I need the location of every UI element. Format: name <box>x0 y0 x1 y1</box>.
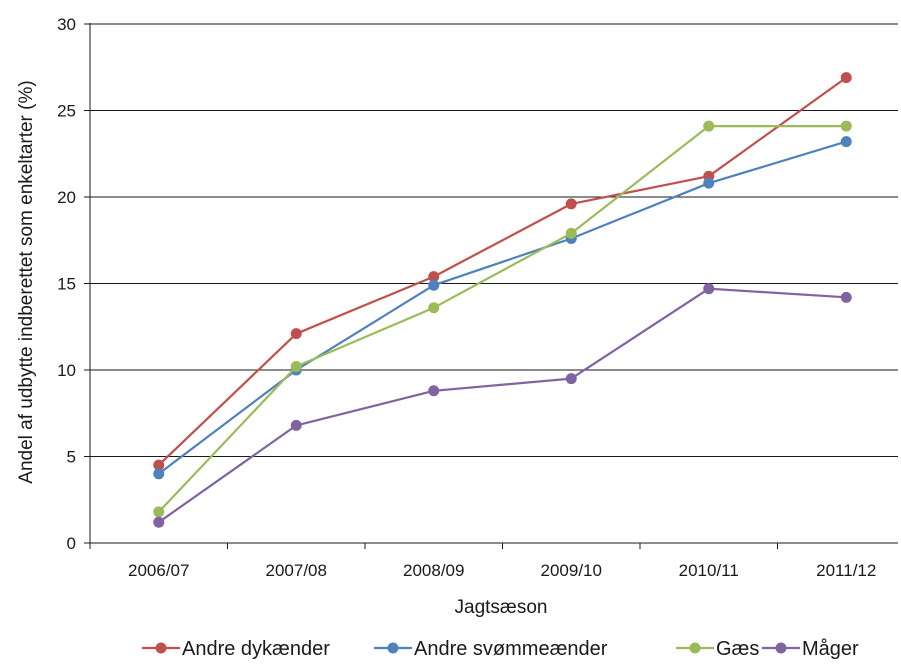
data-point <box>565 373 577 385</box>
legend-label: Gæs <box>716 638 759 660</box>
data-point <box>703 120 715 132</box>
data-point <box>153 506 165 518</box>
legend-marker <box>689 642 701 654</box>
y-axis-title: Andel af udbytte indberettet som enkelta… <box>16 80 37 483</box>
x-tick-label: 2008/09 <box>403 561 464 580</box>
data-point <box>565 198 577 210</box>
series-2 <box>153 120 852 518</box>
legend-label: Andre dykænder <box>182 638 330 660</box>
legend-marker <box>387 642 399 654</box>
data-point <box>428 302 440 314</box>
data-point <box>840 136 852 148</box>
data-point <box>840 120 852 132</box>
legend-marker <box>775 642 787 654</box>
data-point <box>703 283 715 295</box>
series-line <box>158 140 847 475</box>
series-layer <box>153 72 852 528</box>
axes: 0 5 10 15 20 25 30 2006/07 2007/08 2008/09 2009/10… <box>57 15 898 580</box>
series-line <box>158 76 847 466</box>
data-point <box>290 328 302 340</box>
x-tick-label: 2011/12 <box>816 561 876 580</box>
data-point <box>428 279 440 291</box>
legend-item: Andre dykænder <box>142 638 330 660</box>
legend-marker <box>155 642 167 654</box>
legend-label: Måger <box>802 638 859 660</box>
legend-item: Andre svømmeænder <box>374 638 608 660</box>
x-tick-label: 2010/11 <box>679 561 739 580</box>
y-tick-label: 20 <box>57 188 76 207</box>
series-line <box>158 287 847 524</box>
x-tick-label: 2006/07 <box>128 561 189 580</box>
x-tick-label: 2007/08 <box>266 561 327 580</box>
x-axis-title: Jagtsæson <box>455 597 548 618</box>
legend-item: Måger <box>762 638 859 660</box>
legend-label: Andre svømmeænder <box>414 638 608 660</box>
y-tick-label: 10 <box>57 361 76 380</box>
x-tick-label: 2009/10 <box>541 561 602 580</box>
data-point <box>840 72 852 84</box>
data-point <box>565 227 577 239</box>
y-tick-label: 5 <box>67 448 76 467</box>
data-point <box>153 459 165 471</box>
y-tick-label: 25 <box>57 102 76 121</box>
data-point <box>153 516 165 528</box>
series-line <box>158 124 847 513</box>
y-tick-label: 15 <box>57 275 76 294</box>
data-point <box>428 385 440 397</box>
data-point <box>840 291 852 303</box>
series-1 <box>153 136 852 480</box>
legend-item: Gæs <box>676 638 759 660</box>
y-tick-label: 0 <box>67 534 76 553</box>
data-point <box>290 419 302 431</box>
y-tick-label: 30 <box>57 15 76 34</box>
data-point <box>703 177 715 189</box>
data-point <box>153 468 165 480</box>
data-point <box>428 271 440 283</box>
legend: Andre dykænder Andre svømmeænder Gæs Måger <box>142 638 859 660</box>
gridlines <box>90 23 898 457</box>
series-3 <box>153 283 852 528</box>
data-point <box>290 361 302 373</box>
